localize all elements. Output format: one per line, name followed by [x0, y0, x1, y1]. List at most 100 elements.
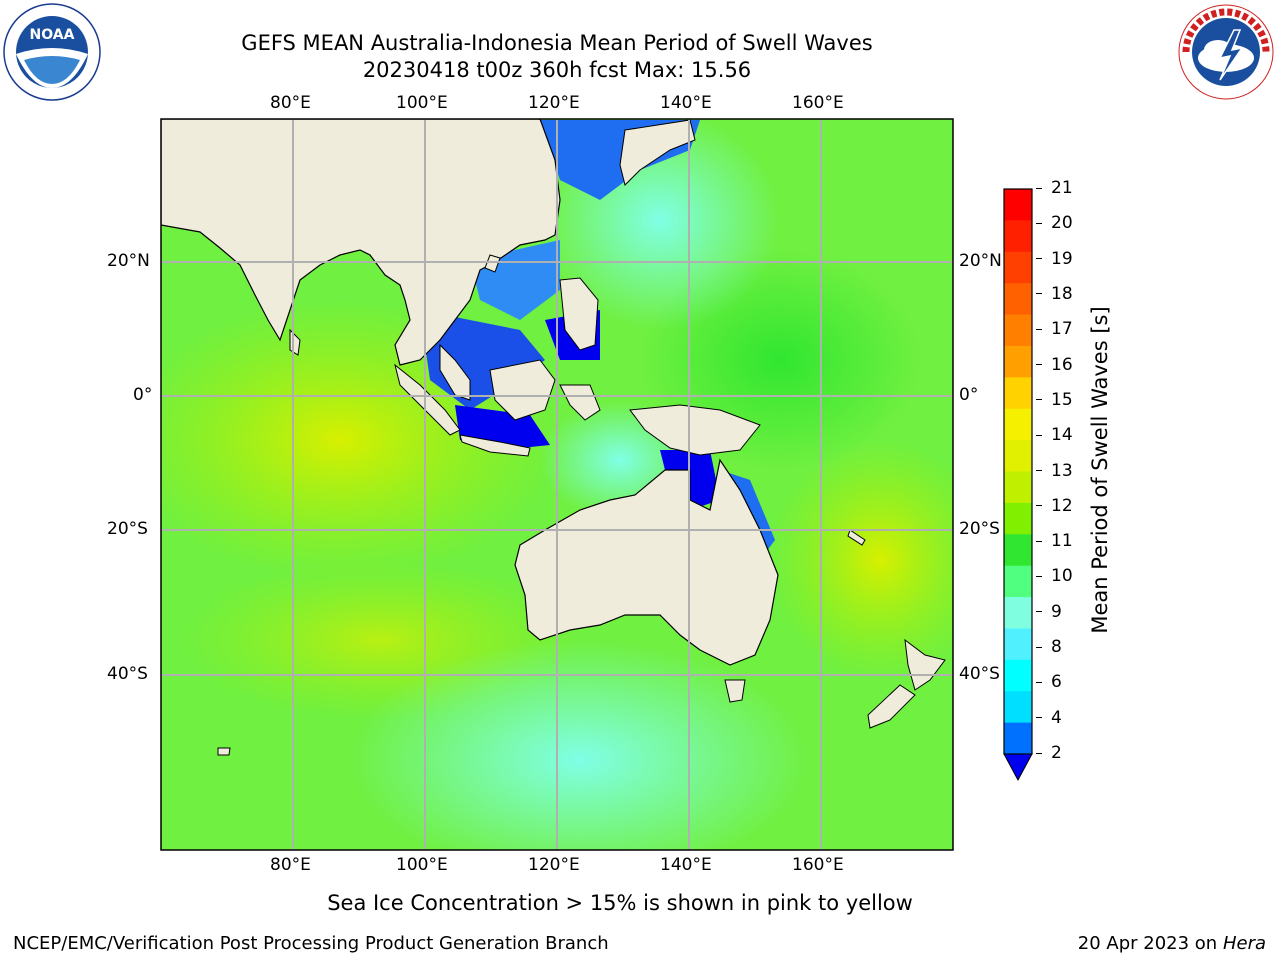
colorbar-tick-label: 8	[1051, 637, 1062, 658]
colorbar-tick-label: 6	[1051, 672, 1062, 693]
lat-label-left: 20°S	[107, 519, 148, 539]
colorbar-tick-mark	[1036, 470, 1042, 471]
date-stamp: 20 Apr 2023 on Hera	[1078, 933, 1266, 954]
colorbar-tick-label: 10	[1051, 566, 1073, 587]
colorbar-tick-mark	[1036, 328, 1042, 330]
borneo	[489, 359, 556, 421]
sea-ice-note: Sea Ice Concentration > 15% is shown in …	[327, 891, 913, 915]
colorbar-tick: 8	[1036, 637, 1062, 657]
lon-label-bottom: 80°E	[270, 855, 311, 875]
lat-label-right: 0°	[959, 385, 979, 405]
colorbar-tick-mark	[1036, 575, 1042, 577]
colorbar-tick-mark	[1036, 540, 1042, 542]
colorbar-band	[1004, 283, 1032, 316]
colorbar-label-wrap: Mean Period of Swell Waves [s]	[1085, 290, 1115, 650]
noaa-logo-text: NOAA	[30, 27, 75, 43]
lat-label-right: 20°S	[959, 519, 1000, 539]
colorbar-tick-mark	[1036, 611, 1042, 613]
colorbar-tick: 19	[1036, 249, 1073, 269]
lon-label-top: 160°E	[792, 93, 844, 113]
new-guinea	[629, 404, 761, 456]
colorbar-band	[1004, 220, 1032, 253]
lon-label-top: 80°E	[270, 93, 311, 113]
lon-label-top: 140°E	[660, 93, 712, 113]
colorbar-tick: 11	[1036, 531, 1073, 551]
colorbar-tick-label: 11	[1051, 531, 1073, 552]
tasmania	[724, 679, 746, 703]
japan	[619, 119, 696, 186]
colorbar-tick-label: 18	[1051, 283, 1073, 304]
colorbar-tick-label: 15	[1051, 389, 1073, 410]
colorbar-tick-mark	[1036, 187, 1042, 189]
nws-logo	[1176, 2, 1276, 102]
lat-label-right: 20°N	[959, 251, 1002, 271]
colorbar-tick-mark	[1036, 434, 1042, 436]
colorbar-band	[1004, 251, 1032, 284]
colorbar-band	[1004, 722, 1032, 755]
hainan	[484, 254, 501, 273]
lon-label-top: 120°E	[528, 93, 580, 113]
colorbar-band	[1004, 471, 1032, 504]
colorbar-tick: 18	[1036, 284, 1073, 304]
colorbar-band	[1004, 314, 1032, 347]
lat-label-left: 0°	[133, 385, 153, 405]
colorbar-band	[1004, 597, 1032, 629]
colorbar-tick-label: 12	[1051, 495, 1073, 516]
colorbar-tick-mark	[1036, 293, 1042, 295]
lat-label-right: 40°S	[959, 664, 1000, 684]
java	[459, 434, 531, 457]
date-text: 20 Apr 2023 on	[1077, 933, 1223, 954]
colorbar-tick-mark	[1036, 222, 1042, 224]
colorbar-tick-label: 2	[1051, 743, 1062, 763]
noaa-logo: NOAA	[2, 2, 102, 102]
colorbar-tick: 15	[1036, 390, 1073, 410]
colorbar-tick-label: 13	[1051, 460, 1073, 481]
colorbar-tick: 9	[1036, 602, 1062, 622]
map-gridlines	[161, 119, 953, 850]
colorbar-tick-mark	[1036, 646, 1042, 648]
colorbar-band	[1004, 502, 1032, 535]
colorbar-tick: 20	[1036, 213, 1073, 233]
colorbar	[1003, 188, 1033, 782]
colorbar-tick-label: 4	[1051, 707, 1062, 728]
colorbar-tick-label: 21	[1051, 178, 1073, 198]
colorbar-tick-label: 17	[1051, 319, 1073, 340]
new-zealand-north	[904, 638, 946, 691]
colorbar-tick: 17	[1036, 319, 1073, 339]
colorbar-tick-mark	[1036, 258, 1042, 260]
chart-subtitle: 20230418 t00z 360h fcst Max: 15.56	[362, 58, 752, 82]
high-period-zone	[770, 440, 953, 680]
colorbar-tick-label: 20	[1051, 213, 1073, 234]
philippines	[559, 277, 599, 351]
colorbar-tick-mark	[1036, 681, 1042, 683]
new-caledonia	[847, 529, 866, 546]
colorbar-band	[1004, 534, 1032, 567]
machine-name: Hera	[1222, 933, 1266, 954]
asia-landmass	[161, 119, 561, 366]
colorbar-tick: 4	[1036, 708, 1062, 728]
colorbar-tick-label: 9	[1051, 601, 1062, 622]
map-area	[161, 119, 953, 850]
colorbar-label: Mean Period of Swell Waves [s]	[1088, 306, 1112, 634]
lon-label-bottom: 160°E	[792, 855, 844, 875]
colorbar-tick-mark	[1036, 505, 1042, 507]
colorbar-tick-mark	[1036, 399, 1042, 401]
australia	[514, 458, 779, 666]
colorbar-band	[1004, 691, 1032, 724]
colorbar-band	[1004, 565, 1032, 598]
lat-label-left: 40°S	[107, 664, 148, 684]
colorbar-band	[1004, 345, 1032, 378]
colorbar-tick: 14	[1036, 425, 1073, 445]
colorbar-tick: 6	[1036, 672, 1062, 692]
colorbar-band	[1004, 189, 1032, 221]
colorbar-tick: 21	[1036, 178, 1073, 198]
colorbar-tick-label: 16	[1051, 354, 1073, 375]
colorbar-tick-label: 14	[1051, 425, 1073, 446]
colorbar-ticks: 21 20 19 18 17 16 15 14 13 12 11 10 9 8 6 4 2	[1036, 178, 1086, 780]
kerguelen	[217, 747, 231, 756]
lon-label-bottom: 120°E	[528, 855, 580, 875]
colorbar-band	[1004, 440, 1032, 472]
low-period-zone	[350, 640, 810, 850]
colorbar-tick-mark	[1036, 717, 1042, 719]
